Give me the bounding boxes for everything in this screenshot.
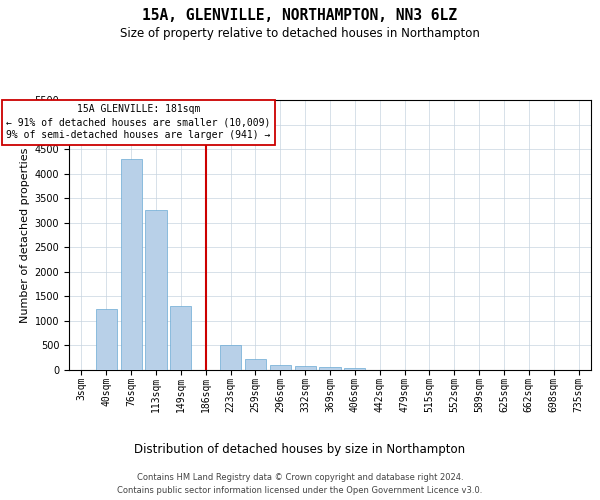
Bar [344, 368, 365, 370]
Text: 15A GLENVILLE: 181sqm
← 91% of detached houses are smaller (10,009)
9% of semi-d: 15A GLENVILLE: 181sqm ← 91% of detached … [7, 104, 271, 141]
Text: 15A, GLENVILLE, NORTHAMPTON, NN3 6LZ: 15A, GLENVILLE, NORTHAMPTON, NN3 6LZ [143, 8, 458, 22]
Bar [96, 308, 117, 370]
Bar [270, 365, 291, 370]
Text: Contains public sector information licensed under the Open Government Licence v3: Contains public sector information licen… [118, 486, 482, 495]
Bar [220, 346, 241, 370]
Bar [170, 306, 191, 370]
Bar [319, 368, 341, 370]
Bar [121, 159, 142, 370]
Y-axis label: Number of detached properties: Number of detached properties [20, 148, 31, 322]
Bar [245, 359, 266, 370]
Bar [145, 210, 167, 370]
Bar [295, 366, 316, 370]
Text: Distribution of detached houses by size in Northampton: Distribution of detached houses by size … [134, 442, 466, 456]
Text: Size of property relative to detached houses in Northampton: Size of property relative to detached ho… [120, 28, 480, 40]
Text: Contains HM Land Registry data © Crown copyright and database right 2024.: Contains HM Land Registry data © Crown c… [137, 472, 463, 482]
